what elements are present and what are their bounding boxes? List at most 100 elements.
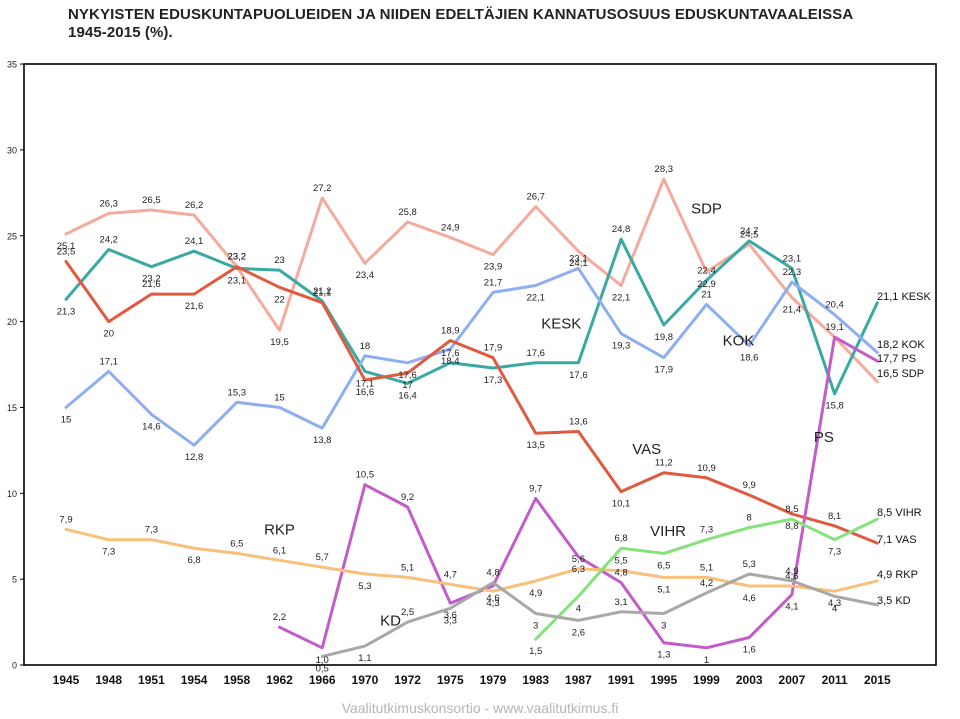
data-label-ps: 1,6 bbox=[743, 645, 756, 656]
data-label-vas: 18,9 bbox=[441, 325, 460, 336]
data-label-ps: 9,7 bbox=[529, 483, 542, 494]
data-label-kok: 14,6 bbox=[142, 421, 161, 432]
data-label-ps: 9,2 bbox=[401, 492, 414, 503]
data-label-kd: 4,9 bbox=[785, 566, 798, 577]
data-label-kesk: 23,1 bbox=[783, 253, 802, 264]
data-label-rkp: 7,9 bbox=[59, 514, 72, 525]
data-label-vihr: 8 bbox=[747, 513, 752, 524]
y-tick-label: 5 bbox=[12, 575, 17, 585]
x-tick-label: 1962 bbox=[266, 673, 293, 687]
data-label-sdp: 26,2 bbox=[185, 200, 204, 211]
data-label-sdp: 25,1 bbox=[57, 241, 76, 252]
data-label-vihr: 8,5 bbox=[785, 504, 798, 515]
data-label-vihr: 7,3 bbox=[700, 525, 713, 536]
data-label-kok: 18 bbox=[360, 341, 371, 352]
data-label-vas: 9,9 bbox=[743, 480, 756, 491]
data-label-kd: 4,8 bbox=[486, 568, 499, 579]
series-line-vas bbox=[64, 260, 879, 545]
data-label-vihr: 7,3 bbox=[828, 547, 841, 558]
data-label-kok: 20,4 bbox=[825, 300, 844, 311]
data-label-vihr: 6,8 bbox=[614, 533, 627, 544]
data-label-kok: 19,3 bbox=[612, 341, 631, 352]
data-label-kesk: 23 bbox=[274, 255, 285, 266]
series-name-sdp: SDP bbox=[691, 200, 722, 217]
data-label-sdp: 27,2 bbox=[313, 183, 332, 194]
x-tick-label: 1975 bbox=[437, 673, 464, 687]
end-label-kesk: 21,1 KESK bbox=[877, 291, 931, 303]
data-label-vas: 8,1 bbox=[828, 511, 841, 522]
x-tick-label: 1945 bbox=[53, 673, 80, 687]
chart-title-line1: NYKYISTEN EDUSKUNTAPUOLUEIDEN JA NIIDEN … bbox=[68, 6, 854, 23]
data-label-vas: 11,2 bbox=[655, 458, 673, 469]
data-label-rkp: 4,3 bbox=[828, 598, 841, 609]
data-label-sdp: 26,7 bbox=[526, 192, 545, 203]
data-label-kesk: 15,8 bbox=[825, 401, 844, 412]
y-tick-label: 30 bbox=[7, 145, 17, 155]
data-label-kok: 17,1 bbox=[99, 356, 118, 367]
series-name-vihr: VIHR bbox=[650, 523, 686, 540]
end-label-kok: 18,2 KOK bbox=[877, 339, 925, 351]
data-label-vas: 13,6 bbox=[569, 416, 588, 427]
data-label-vas: 20 bbox=[103, 329, 114, 340]
data-label-kok: 15 bbox=[61, 414, 72, 425]
data-label-kesk: 17,6 bbox=[526, 348, 545, 359]
data-label-rkp: 5,1 bbox=[700, 562, 713, 573]
x-tick-label: 2003 bbox=[736, 673, 763, 687]
data-label-sdp: 19,5 bbox=[270, 337, 289, 348]
end-label-vihr: 8,5 VIHR bbox=[877, 507, 922, 519]
data-label-kesk: 23,2 bbox=[142, 274, 161, 285]
data-label-rkp: 4,6 bbox=[743, 593, 756, 604]
end-label-ps: 17,7 PS bbox=[877, 353, 916, 365]
data-label-sdp: 23,9 bbox=[484, 262, 503, 273]
series-line-kesk bbox=[64, 237, 879, 396]
data-label-sdp: 21,4 bbox=[783, 305, 802, 316]
data-label-kd: 3 bbox=[661, 620, 666, 631]
data-labels: 25,1 26,3 26,5 26,2 23,2 19,5 27,2 23,4 25,8 24,9… bbox=[57, 164, 844, 674]
data-label-kesk: 17,6 bbox=[441, 348, 460, 359]
data-label-rkp: 4,9 bbox=[529, 588, 542, 599]
data-label-kok: 18,6 bbox=[740, 353, 759, 364]
data-label-rkp: 7,3 bbox=[102, 547, 115, 558]
data-label-kesk: 22,4 bbox=[697, 265, 716, 276]
x-tick-label: 1972 bbox=[394, 673, 421, 687]
data-label-ps: 4,6 bbox=[486, 593, 499, 604]
x-tick-label: 2011 bbox=[822, 673, 848, 687]
data-label-ps: 1 bbox=[704, 655, 709, 666]
y-tick-label: 15 bbox=[7, 403, 17, 413]
x-tick-label: 1951 bbox=[138, 673, 165, 687]
data-label-vas: 16,6 bbox=[356, 387, 375, 398]
y-tick-label: 10 bbox=[7, 489, 17, 499]
x-tick-label: 1979 bbox=[480, 673, 507, 687]
data-label-vihr: 6,5 bbox=[657, 560, 670, 571]
end-label-rkp: 4,9 RKP bbox=[877, 569, 918, 581]
data-label-kok: 17,6 bbox=[398, 370, 417, 381]
data-label-kesk: 21,3 bbox=[57, 306, 76, 317]
data-label-vas: 21,6 bbox=[142, 279, 161, 290]
data-label-sdp: 26,3 bbox=[99, 198, 118, 209]
data-label-kok: 15 bbox=[274, 392, 285, 403]
data-label-kok: 21,7 bbox=[484, 277, 503, 288]
data-label-kesk: 24,1 bbox=[185, 236, 204, 247]
data-label-kd: 2,5 bbox=[401, 607, 414, 618]
x-tick-label: 1970 bbox=[352, 673, 379, 687]
data-label-vas: 8,8 bbox=[785, 521, 798, 532]
data-label-kok: 22,1 bbox=[526, 293, 545, 304]
data-label-sdp: 24,5 bbox=[740, 229, 759, 240]
data-label-ps: 1,0 bbox=[316, 655, 329, 666]
data-label-kesk: 17,1 bbox=[356, 378, 375, 389]
data-label-rkp: 5,5 bbox=[614, 556, 627, 567]
data-label-ps: 4,8 bbox=[614, 568, 627, 579]
data-label-sdp: 28,3 bbox=[655, 164, 674, 175]
data-label-rkp: 6,8 bbox=[187, 555, 200, 566]
x-tick-label: 1948 bbox=[95, 673, 122, 687]
series-line-kok bbox=[64, 266, 879, 447]
data-label-vas: 10,9 bbox=[697, 463, 716, 474]
data-label-rkp: 6,1 bbox=[273, 545, 286, 556]
data-label-kd: 2,6 bbox=[572, 627, 585, 638]
data-label-rkp: 4,3 bbox=[486, 598, 499, 609]
data-label-rkp: 6,5 bbox=[230, 538, 243, 549]
series-line-rkp bbox=[64, 527, 879, 593]
data-label-rkp: 7,3 bbox=[145, 525, 158, 536]
data-label-kok: 21 bbox=[701, 289, 712, 300]
data-label-kd: 1,1 bbox=[358, 653, 371, 664]
